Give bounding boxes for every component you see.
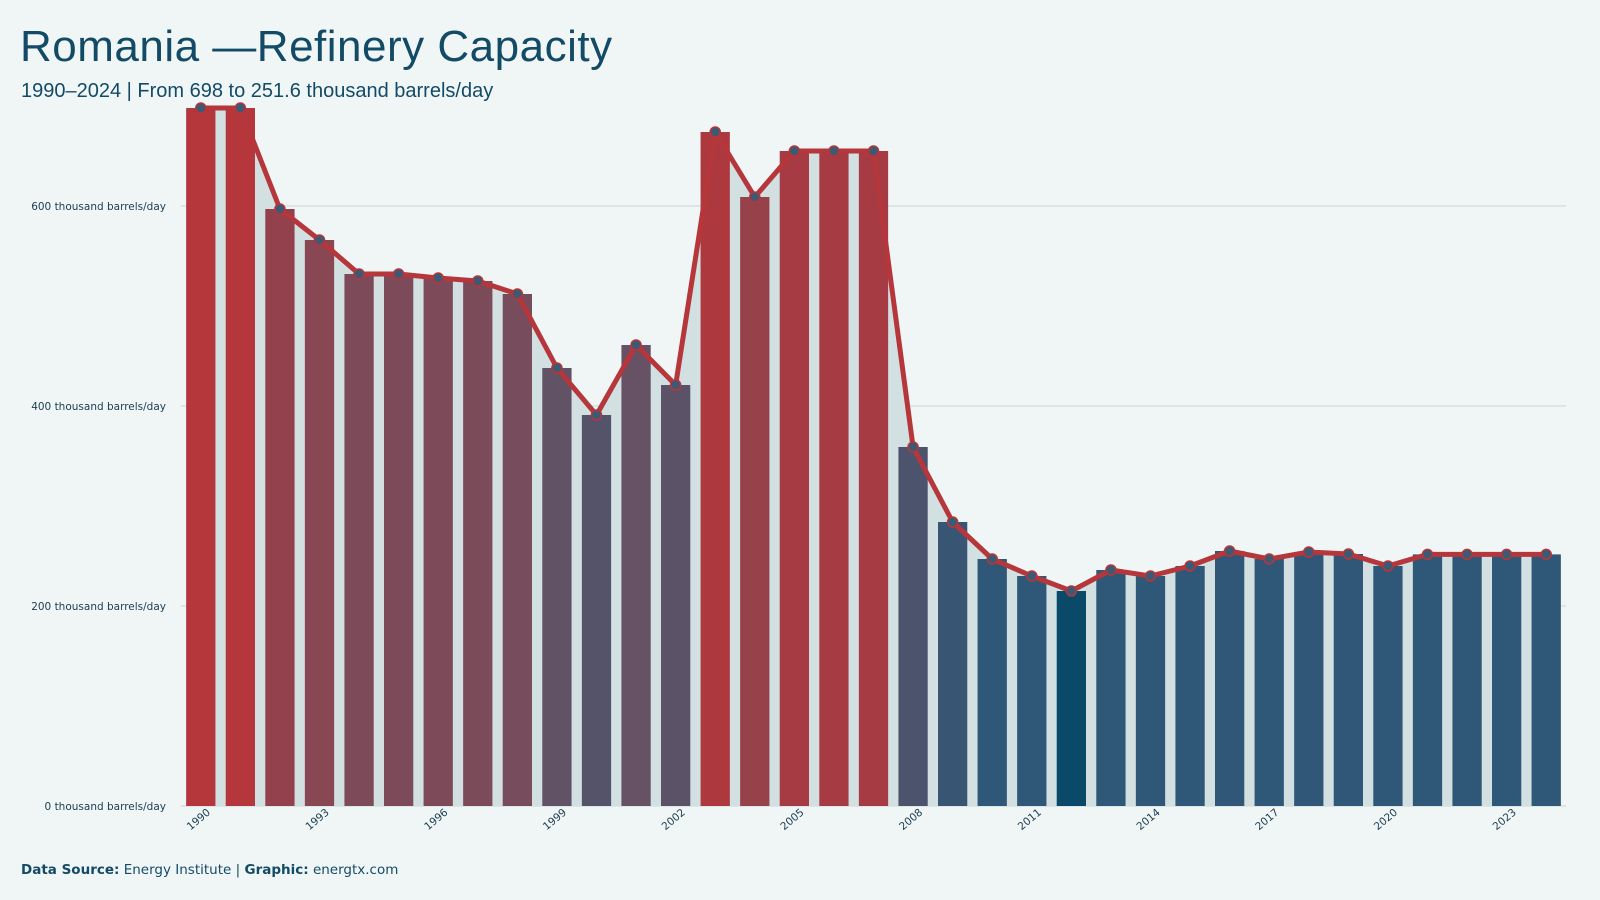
bar-1999 xyxy=(542,368,572,806)
point-2008 xyxy=(907,441,919,453)
x-tick-label: 2023 xyxy=(1491,807,1519,833)
source-label: Data Source: xyxy=(21,862,120,878)
x-tick-label: 1996 xyxy=(422,806,450,833)
x-tick-label: 2011 xyxy=(1016,807,1044,833)
bar-1992 xyxy=(265,209,295,806)
point-1994 xyxy=(353,268,365,280)
bar-1997 xyxy=(463,281,493,806)
bar-2016 xyxy=(1215,551,1245,806)
chart-title: Romania —Refinery Capacity xyxy=(20,22,613,71)
source-value: Energy Institute xyxy=(123,862,232,878)
y-axis: 0 thousand barrels/day 200 thousand barre… xyxy=(31,201,166,813)
bar-1993 xyxy=(304,240,335,806)
bar-2019 xyxy=(1333,554,1363,806)
x-tick-label: 2014 xyxy=(1134,806,1162,833)
point-2006 xyxy=(828,145,840,157)
point-2022 xyxy=(1461,548,1473,561)
x-tick-label: 1990 xyxy=(185,807,213,833)
point-1991 xyxy=(234,102,247,114)
bar-2015 xyxy=(1175,566,1205,806)
point-2000 xyxy=(590,409,603,421)
footer-separator: | xyxy=(235,862,241,878)
point-2021 xyxy=(1421,548,1434,561)
x-tick-label: 2008 xyxy=(897,807,925,833)
bar-2000 xyxy=(581,415,612,806)
point-1995 xyxy=(392,268,405,280)
bar-2012 xyxy=(1056,591,1086,806)
point-2018 xyxy=(1303,546,1315,558)
point-2019 xyxy=(1342,548,1355,560)
bar-1998 xyxy=(502,294,532,806)
bar-2021 xyxy=(1412,554,1443,806)
bar-2004 xyxy=(740,197,770,806)
bar-2020 xyxy=(1373,566,1403,806)
bar-2013 xyxy=(1096,570,1126,806)
bar-2007 xyxy=(858,151,889,806)
bar-1994 xyxy=(344,274,374,806)
bar-2018 xyxy=(1294,552,1324,806)
point-2004 xyxy=(749,191,761,203)
y-tick-label: 200 thousand barrels/day xyxy=(31,601,166,613)
bar-2009 xyxy=(938,522,968,806)
point-1993 xyxy=(313,234,326,246)
point-2024 xyxy=(1540,548,1552,561)
bar-2022 xyxy=(1452,554,1482,806)
point-1990 xyxy=(195,102,207,114)
x-tick-label: 1993 xyxy=(303,807,331,833)
point-2011 xyxy=(1026,570,1038,582)
bar-2005 xyxy=(779,151,809,806)
y-tick-label: 0 thousand barrels/day xyxy=(45,801,166,813)
graphic-value: energtx.com xyxy=(312,862,399,878)
point-1999 xyxy=(551,362,563,374)
bar-2023 xyxy=(1492,554,1522,806)
point-2003 xyxy=(709,126,721,138)
point-1997 xyxy=(472,275,484,287)
point-2017 xyxy=(1263,553,1275,565)
y-tick-label: 400 thousand barrels/day xyxy=(31,401,166,413)
bar-1990 xyxy=(186,108,216,806)
bar-1991 xyxy=(225,108,255,806)
point-2005 xyxy=(788,145,801,157)
point-2023 xyxy=(1500,548,1513,561)
point-2001 xyxy=(630,339,642,351)
point-2010 xyxy=(986,553,998,565)
point-2020 xyxy=(1382,560,1394,572)
bar-2010 xyxy=(977,559,1007,806)
x-tick-label: 2020 xyxy=(1372,807,1400,833)
bar-2014 xyxy=(1135,576,1166,806)
x-tick-label: 2002 xyxy=(660,807,688,833)
bar-2006 xyxy=(819,151,849,806)
x-axis: 1990 1993 1996 1999 2002 2005 2008 2011 2014 2017… xyxy=(185,806,1519,833)
graphic-label: Graphic: xyxy=(244,862,309,878)
bar-2001 xyxy=(621,345,651,806)
bar-2003 xyxy=(700,132,730,806)
chart-subtitle: 1990–2024 | From 698 to 251.6 thousand b… xyxy=(21,80,494,102)
bar-1996 xyxy=(423,278,453,806)
bar-2008 xyxy=(898,447,928,806)
bar-1995 xyxy=(384,274,414,806)
point-2007 xyxy=(867,145,880,157)
point-2012 xyxy=(1065,585,1078,597)
point-2016 xyxy=(1223,545,1236,557)
x-tick-label: 2005 xyxy=(778,807,806,833)
point-1998 xyxy=(511,288,524,300)
point-1992 xyxy=(274,203,286,215)
point-2015 xyxy=(1184,560,1196,572)
chart-footer: Data Source: Energy Institute | Graphic:… xyxy=(21,862,398,878)
x-tick-label: 2017 xyxy=(1253,807,1281,833)
y-tick-label: 600 thousand barrels/day xyxy=(31,201,166,213)
x-tick-label: 1999 xyxy=(541,807,569,833)
bar-2024 xyxy=(1531,554,1561,806)
line-markers xyxy=(195,102,1552,597)
bar-2002 xyxy=(661,385,691,806)
point-2009 xyxy=(946,516,959,528)
point-2013 xyxy=(1105,564,1117,576)
point-2002 xyxy=(669,379,682,391)
bars xyxy=(186,108,1561,806)
bar-2011 xyxy=(1017,576,1047,806)
point-2014 xyxy=(1144,570,1157,582)
bar-2017 xyxy=(1254,559,1284,806)
point-1996 xyxy=(432,272,444,284)
